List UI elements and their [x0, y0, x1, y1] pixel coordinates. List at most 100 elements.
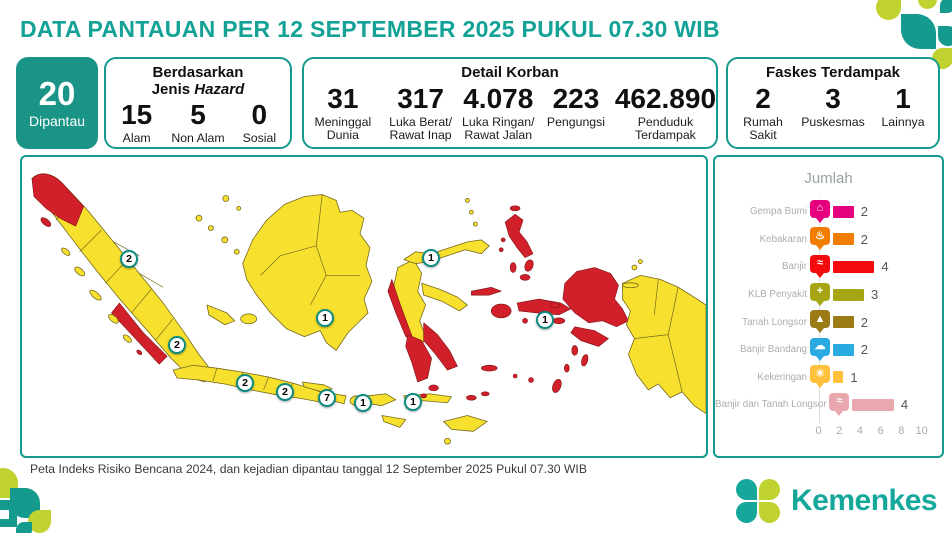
chart-row-kebakaran[interactable]: Kebakaran ♨ 2: [715, 226, 940, 254]
chart-bar[interactable]: [833, 371, 844, 384]
chart-x-axis: 0 2 4 6 8 10: [715, 425, 942, 439]
leaf-shape: [0, 510, 9, 519]
chart-bar[interactable]: [833, 316, 854, 329]
stat-item: 4.078 Luka Ringan/ Rawat Jalan: [459, 83, 537, 144]
chart-bar[interactable]: [852, 398, 894, 411]
stat-value: 0: [251, 99, 268, 130]
hazard-pin-tip: [816, 217, 824, 223]
kemenkes-logo: Kemenkes: [735, 478, 938, 524]
chart-bar[interactable]: [833, 205, 854, 218]
banjir-bandang-icon: ☁: [810, 337, 831, 362]
page-title: DATA PANTAUAN PER 12 SEPTEMBER 2025 PUKU…: [20, 16, 720, 42]
hazard-pin-tip: [816, 383, 824, 389]
leaf-shape: [876, 0, 901, 20]
chart-category-label: Banjir: [781, 261, 807, 273]
chart-bar[interactable]: [833, 260, 875, 273]
kekeringan-icon: ☀: [810, 365, 831, 389]
chart-bar[interactable]: [833, 233, 854, 246]
monitored-count-card: 20 Dipantau: [16, 57, 98, 149]
chart-x-tick: 10: [915, 425, 928, 437]
chart-value-label: 2: [860, 314, 868, 330]
leaf-shape: [28, 510, 51, 533]
hazard-pin: ≈: [829, 392, 850, 411]
map-marker[interactable]: 1: [404, 393, 422, 411]
map-marker[interactable]: 1: [422, 249, 440, 267]
chart-value-label: 1: [850, 369, 858, 385]
chart-category-label: Banjir dan Tanah Longsor: [715, 399, 827, 411]
leaf-shape: [940, 0, 952, 13]
chart-value-label: 4: [900, 397, 909, 413]
faskes-title: Faskes Terdampak: [766, 64, 900, 81]
hazard-pin: ☀: [810, 365, 830, 384]
leaf-shape: [918, 0, 937, 9]
map-marker[interactable]: 1: [536, 311, 554, 329]
kemenkes-logo-text: Kemenkes: [791, 484, 938, 517]
chart-row-banjir-bandang[interactable]: Banjir Bandang ☁ 2: [715, 336, 940, 364]
chart-value-label: 2: [860, 231, 868, 247]
chart-row-kekeringan[interactable]: Kekeringan ☀ 1: [715, 364, 940, 392]
stat-item: 317 Luka Berat/ Rawat Inap: [382, 83, 460, 144]
chart-row-gempa-bumi[interactable]: Gempa Bumi ⌂ 2: [715, 198, 940, 226]
stat-value: 462.890: [614, 82, 717, 114]
chart-category-label: Tanah Longsor: [742, 316, 807, 328]
leaf-shape: [901, 14, 936, 49]
chart-rows: Gempa Bumi ⌂ 2 Kebakaran ♨ 2 Banjir ≈4 KLB Penya…: [715, 198, 940, 419]
stat-item: 462.890 Penduduk Terdampak: [615, 83, 716, 144]
chart-value-label: 3: [871, 287, 879, 303]
stat-value: 2: [755, 82, 771, 114]
stat-label: Alam: [122, 131, 151, 146]
gempa-bumi-icon: ⌂: [810, 199, 831, 224]
chart-value-label: 2: [860, 204, 868, 220]
chart-value-label: 4: [881, 259, 889, 275]
monitored-count-value: 20: [38, 75, 76, 112]
hazard-pin: ▲: [810, 310, 830, 329]
korban-stats: 31 Meninggal Dunia 317 Luka Berat/ Rawat In…: [304, 83, 716, 144]
chart-category-label: Gempa Bumi: [749, 206, 807, 218]
hazard-stats: 15 Alam 5 Non Alam 0 Sosial: [106, 99, 290, 146]
map-marker[interactable]: 7: [318, 389, 336, 407]
map-marker[interactable]: 1: [316, 309, 334, 327]
hazard-pin: ♨: [810, 227, 830, 246]
chart-row-tanah-longsor[interactable]: Tanah Longsor ▲ 2: [715, 308, 940, 336]
chart-bar[interactable]: [833, 288, 865, 301]
hazard-pin: ⌂: [810, 199, 830, 218]
stat-label: Penduduk Terdampak: [635, 114, 696, 143]
chart-title: Jumlah: [804, 170, 853, 187]
stat-value: 1: [895, 82, 911, 114]
map-marker[interactable]: 2: [168, 336, 186, 354]
monitored-count-label: Dipantau: [28, 113, 86, 129]
banjir-dan-tanah-longsor-icon: ≈: [829, 392, 850, 417]
stat-item: 3 Puskesmas: [798, 83, 868, 130]
victim-detail-title: Detail Korban: [461, 64, 559, 81]
map-marker[interactable]: 2: [276, 383, 294, 401]
hazard-type-card: Berdasarkan Jenis Hazard 15 Alam 5 Non Alam…: [104, 57, 292, 149]
chart-row-banjir-dan-tanah-longsor[interactable]: Banjir dan Tanah Longsor ≈4: [715, 391, 940, 419]
hazard-pin-tip: [816, 300, 824, 306]
stat-item: 1 Lainnya: [868, 83, 938, 130]
chart-x-tick: 4: [856, 425, 864, 437]
chart-category-label: Kekeringan: [757, 371, 807, 383]
chart-x-tick: 0: [815, 425, 822, 437]
chart-row-klb-penyakit[interactable]: KLB Penyakit +3: [715, 281, 940, 309]
stat-label: Luka Ringan/ Rawat Jalan: [462, 114, 535, 143]
map-marker[interactable]: 2: [236, 374, 254, 392]
stat-label: Sosial: [242, 131, 277, 146]
stat-label: Rumah Sakit: [743, 114, 783, 143]
faskes-card: Faskes Terdampak 2 Rumah Sakit 3 Puskesmas 1…: [726, 57, 940, 149]
map-marker[interactable]: 1: [354, 394, 372, 412]
map-marker[interactable]: 2: [120, 250, 138, 268]
kemenkes-logo-icon: [735, 478, 781, 524]
stat-value: 317: [397, 82, 444, 114]
chart-row-banjir[interactable]: Banjir ≈4: [715, 253, 940, 281]
chart-x-tick: 2: [836, 425, 843, 437]
stat-item: 5 Non Alam: [167, 99, 228, 146]
leaf-shape: [16, 522, 32, 533]
chart-x-tick: 8: [898, 425, 905, 437]
stat-label: Puskesmas: [801, 114, 865, 129]
chart-bar[interactable]: [833, 343, 854, 356]
map-caption: Peta Indeks Risiko Bencana 2024, dan kej…: [30, 462, 587, 476]
klb-penyakit-icon: +: [810, 282, 831, 307]
stat-item: 31 Meninggal Dunia: [304, 83, 382, 144]
